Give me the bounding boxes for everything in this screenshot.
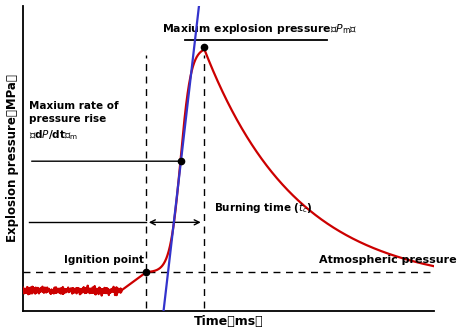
- Text: Atmospheric pressure: Atmospheric pressure: [319, 256, 456, 266]
- Text: Ignition point: Ignition point: [64, 256, 144, 266]
- Text: Maxium explosion pressure（$P_{\rm m}$）: Maxium explosion pressure（$P_{\rm m}$）: [162, 22, 358, 36]
- Text: Burning time ($t_c$): Burning time ($t_c$): [214, 201, 312, 215]
- X-axis label: Time（ms）: Time（ms）: [193, 315, 263, 328]
- Text: Maxium rate of
pressure rise
（d$P$/dt）$_{\rm m}$: Maxium rate of pressure rise （d$P$/dt）$_…: [29, 101, 118, 142]
- Y-axis label: Explosion pressure（MPa）: Explosion pressure（MPa）: [6, 74, 18, 242]
